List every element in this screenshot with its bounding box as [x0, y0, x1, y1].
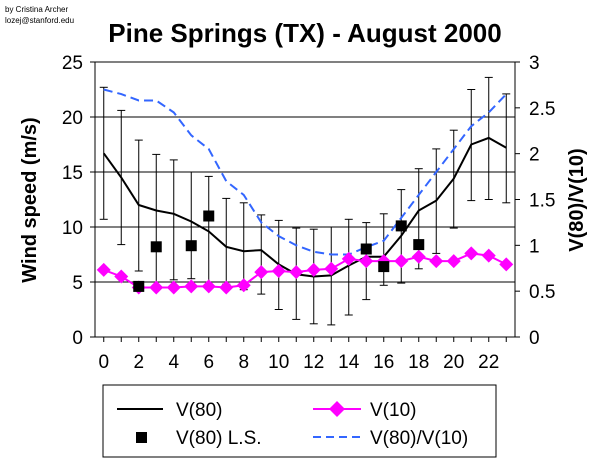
ls-point	[150, 241, 162, 253]
y2-tick-label: 3	[529, 53, 540, 74]
ls-point	[378, 261, 390, 273]
legend-ls-label: V(80) L.S.	[176, 428, 262, 449]
v10-series	[96, 246, 514, 295]
v10-point	[499, 257, 514, 272]
v10-point	[184, 279, 199, 294]
y-tick-label: 15	[62, 163, 83, 184]
y-tick-label: 20	[62, 108, 83, 129]
ls-point	[133, 280, 145, 292]
x-tick-label: 8	[238, 352, 249, 373]
v10-point	[201, 279, 216, 294]
legend: V(80) V(10) V(80) L.S. V(80)/V(10)	[102, 384, 497, 458]
v10-point	[429, 254, 444, 269]
legend-v10-label: V(10)	[370, 400, 416, 421]
legend-ratio-label: V(80)/V(10)	[370, 428, 468, 449]
v10-point	[271, 264, 286, 278]
y2-tick-label: 2	[529, 145, 540, 166]
v10-point	[289, 265, 304, 280]
y2-tick-label: 1.5	[529, 191, 555, 212]
ls-point	[395, 220, 407, 232]
plot-area	[94, 61, 516, 338]
v10-point	[411, 249, 426, 264]
ratio-line	[103, 88, 507, 256]
y2-tick-label: 1	[529, 236, 540, 257]
v10-point	[236, 278, 251, 293]
x-tick-label: 12	[303, 352, 324, 373]
v80-line	[102, 136, 507, 278]
chart-title: Pine Springs (TX) - August 2000	[108, 18, 501, 48]
ls-point	[203, 210, 215, 222]
v10-point	[464, 246, 479, 261]
legend-ls-swatch	[136, 432, 147, 443]
legend-v10-swatch-diamond	[329, 401, 345, 417]
x-tick-label: 14	[338, 352, 360, 373]
y2-tick-label: 2.5	[529, 99, 555, 120]
v10-point	[254, 265, 269, 280]
y2-tick-label: 0.5	[529, 282, 555, 303]
y-tick-label: 25	[62, 53, 83, 74]
v10-point	[481, 248, 496, 263]
ls-point	[185, 240, 197, 252]
tick-labels: 0 5 10 15 20 25 0 0.5 1 1.5 2 2.5 3 0 2 4 6 8 10 12 14 16 18 20…	[62, 53, 556, 373]
v10-point	[149, 280, 164, 295]
v10-point	[394, 254, 409, 269]
grid-lines	[95, 61, 515, 283]
credit-name: by Cristina Archer	[5, 5, 68, 14]
v10-point	[359, 254, 374, 269]
ls-point	[413, 239, 425, 251]
v80-ls-series	[133, 210, 425, 292]
legend-box	[102, 384, 497, 458]
ratio-series	[103, 88, 507, 256]
v80-series	[102, 136, 507, 278]
y-tick-label: 0	[72, 328, 83, 349]
x-tick-label: 6	[203, 352, 214, 373]
y2-tick-label: 0	[529, 328, 540, 349]
y-axis-label: Wind speed (m/s)	[19, 117, 41, 282]
x-tick-label: 22	[478, 352, 499, 373]
x-tick-label: 0	[98, 352, 109, 373]
x-tick-label: 10	[268, 352, 289, 373]
x-tick-label: 16	[373, 352, 394, 373]
x-tick-label: 2	[133, 352, 144, 373]
v10-point	[341, 251, 356, 266]
legend-v80-label: V(80)	[176, 400, 222, 421]
y2-axis-label: V(80)/V(10)	[566, 148, 588, 251]
y-tick-label: 10	[62, 218, 83, 239]
x-tick-label: 18	[408, 352, 429, 373]
v10-point	[96, 262, 111, 277]
x-tick-label: 4	[168, 352, 179, 373]
v10-point	[114, 269, 129, 284]
v10-point	[306, 262, 321, 277]
v10-point	[166, 280, 181, 295]
axes	[90, 61, 520, 342]
y-tick-label: 5	[72, 273, 83, 294]
ls-point	[360, 243, 372, 255]
x-tick-label: 20	[443, 352, 464, 373]
v10-point	[446, 254, 461, 269]
v10-point	[219, 280, 234, 295]
v10-point	[324, 261, 339, 276]
credit-email: lozej@stanford.edu	[5, 16, 74, 25]
